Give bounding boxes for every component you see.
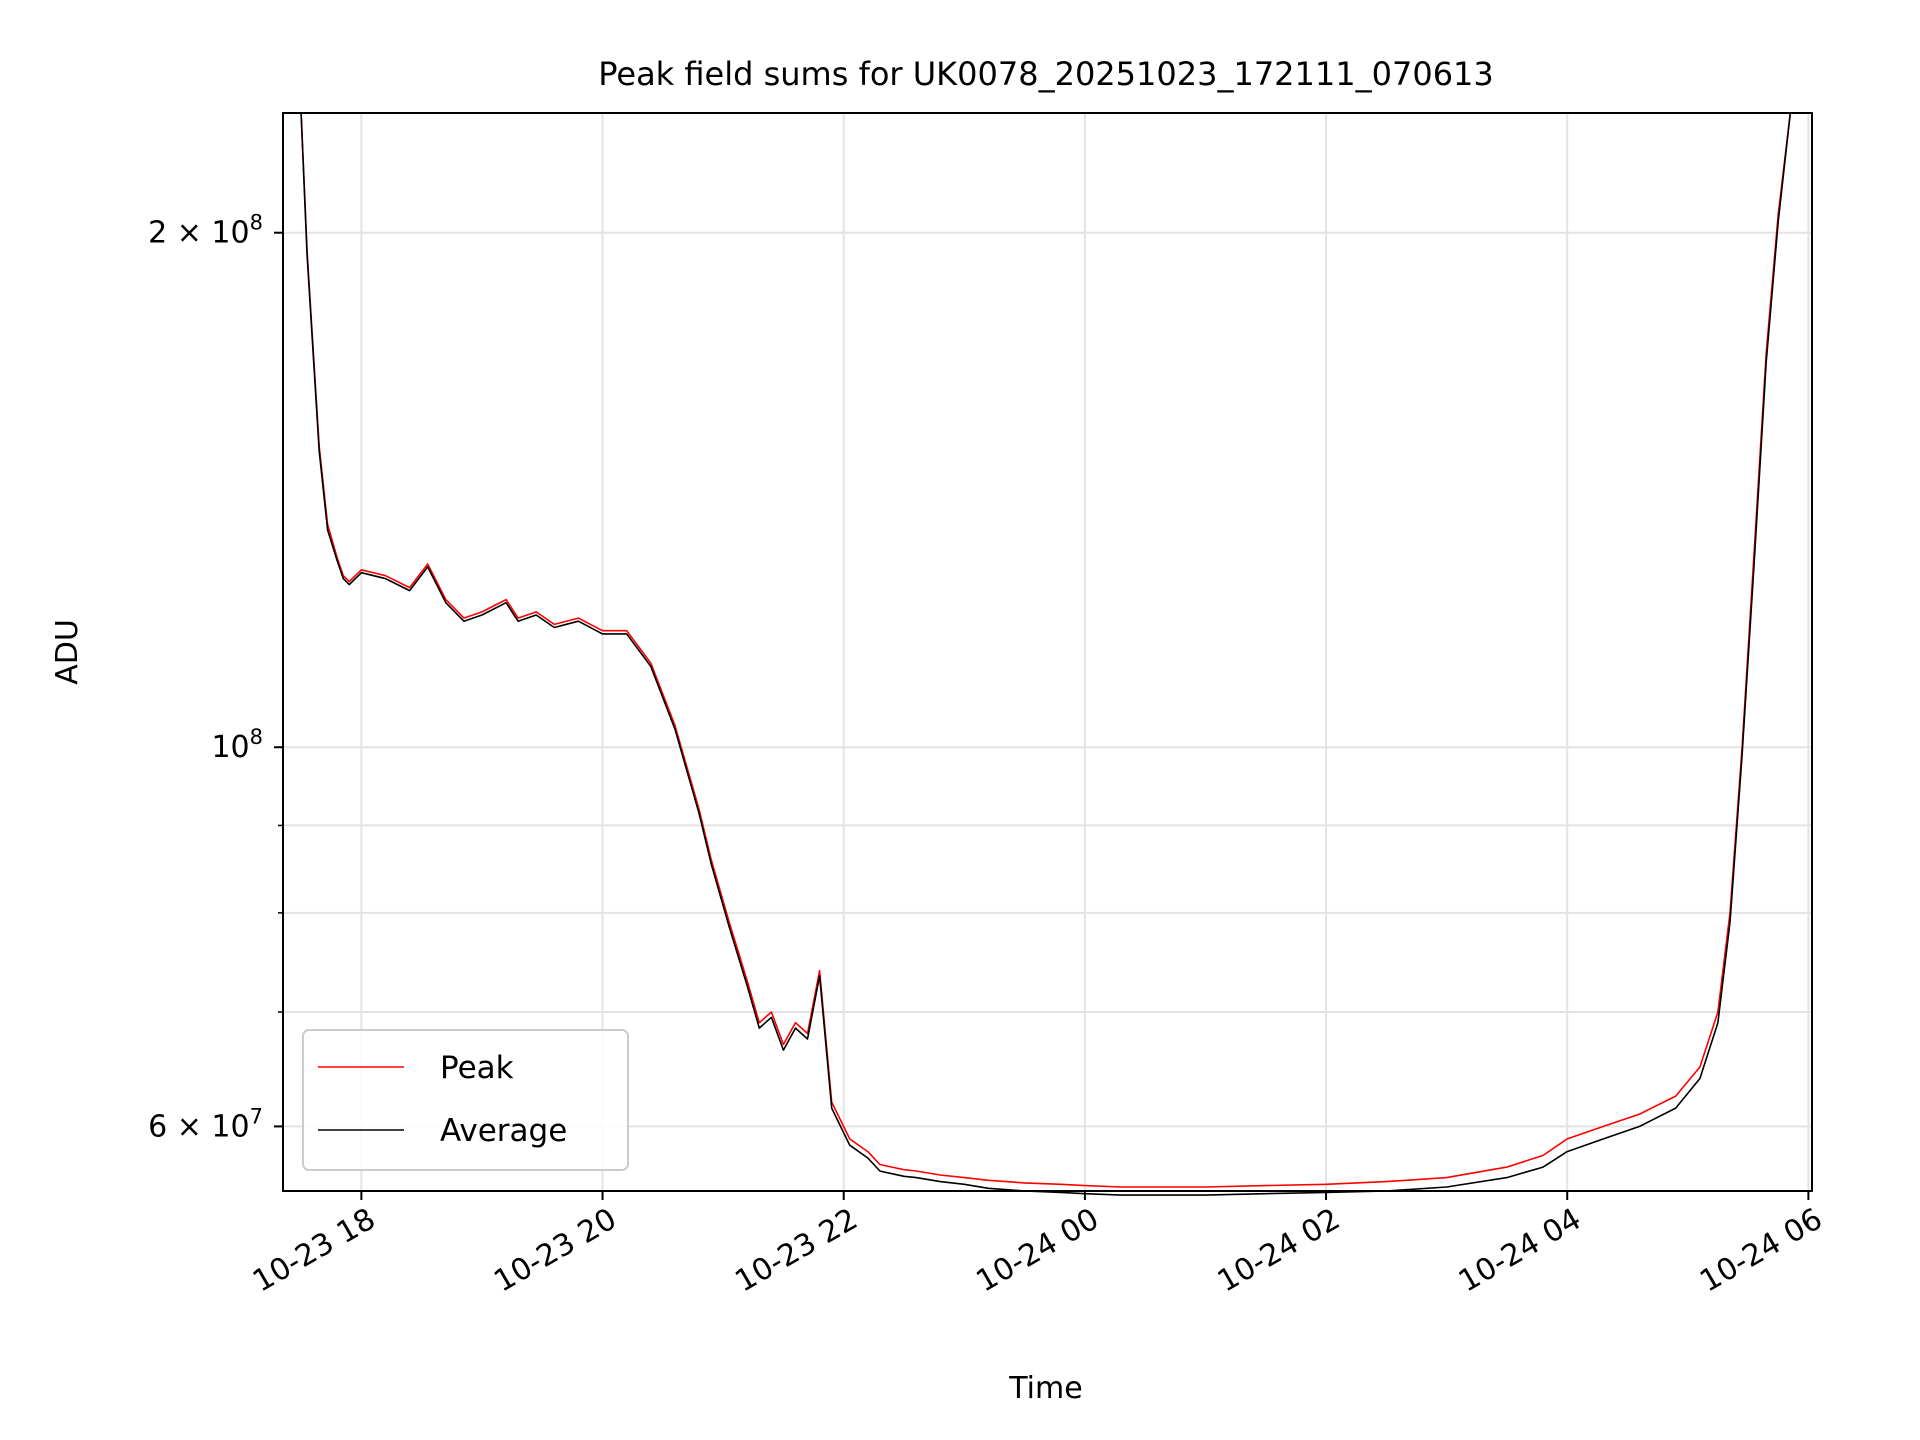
legend-label-average: Average — [440, 1113, 567, 1149]
plot-area — [283, 112, 1812, 1196]
y-axis-ticks: 2 × 108 108 6 × 107 — [148, 211, 283, 1144]
legend: Peak Average — [302, 1029, 629, 1171]
legend-label-peak: Peak — [440, 1050, 514, 1086]
y-tick-label: 6 × 107 — [148, 1104, 263, 1144]
x-axis-label: Time — [1008, 1371, 1082, 1406]
legend-box — [302, 1029, 629, 1171]
chart-title: Peak field sums for UK0078_20251023_1721… — [598, 55, 1494, 93]
grid-lines — [283, 113, 1812, 1191]
plot-frame — [282, 112, 1813, 1192]
y-tick-label: 108 — [211, 725, 263, 765]
y-axis-label: ADU — [50, 619, 85, 685]
y-tick-label: 2 × 108 — [148, 211, 263, 251]
series-line-peak — [283, 112, 1812, 1188]
series-line-average — [283, 112, 1812, 1196]
